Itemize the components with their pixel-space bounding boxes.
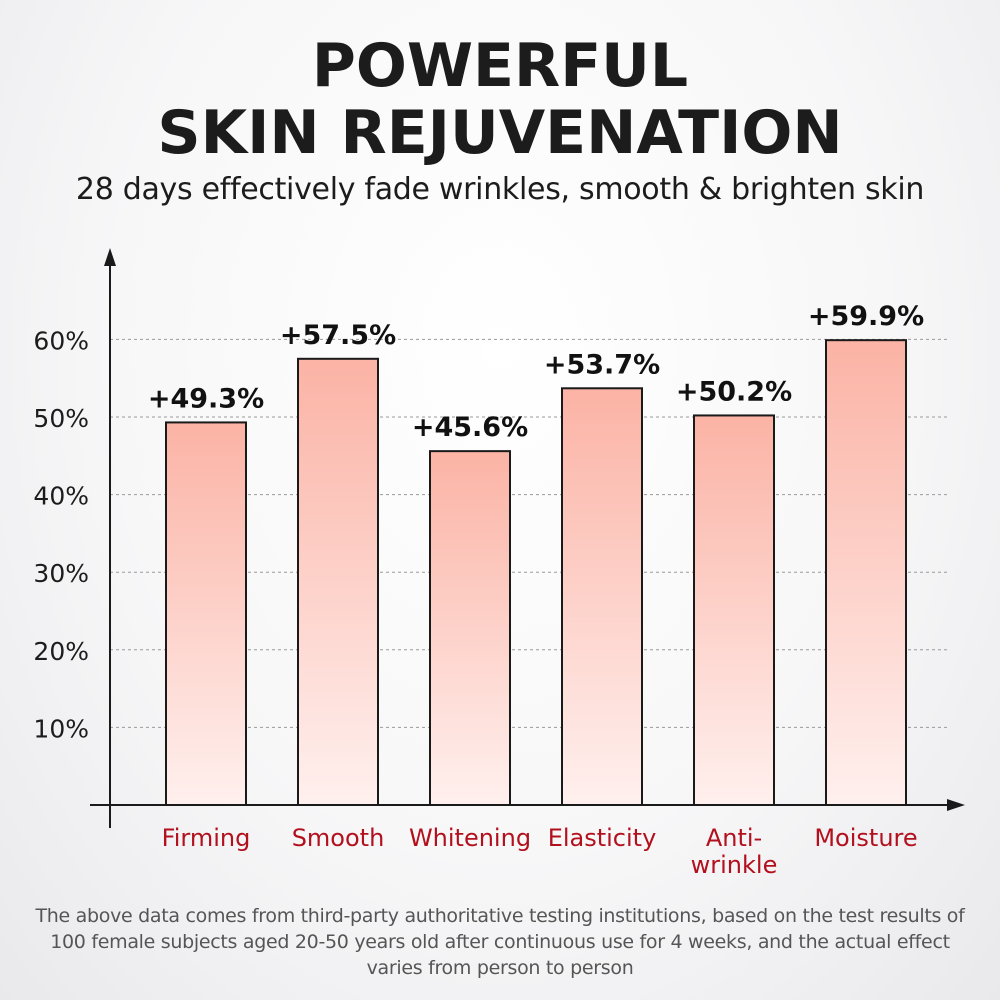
data-label: +53.7% [544,349,660,380]
footnote: The above data comes from third-party au… [35,905,965,979]
category-label: Anti-wrinkle [691,824,778,879]
y-tick-label: 20% [33,637,89,666]
data-label: +57.5% [280,320,396,351]
page-subtitle: 28 days effectively fade wrinkles, smoot… [75,172,925,207]
category-label: Whitening [409,824,531,852]
bar [165,421,247,806]
category-label-line: Firming [162,824,251,852]
category-label: Moisture [814,824,917,852]
category-label: Elasticity [548,824,657,852]
category-label-line: wrinkle [691,851,778,879]
y-tick-label: 30% [33,559,89,588]
bar [825,339,907,806]
y-tick-label: 60% [33,326,89,355]
category-label-line: Moisture [814,824,917,852]
data-label: +45.6% [412,412,528,443]
y-axis-arrow [104,248,116,266]
data-label: +50.2% [676,376,792,407]
category-label-line: Elasticity [548,824,657,852]
x-axis-arrow [947,799,965,811]
page-title-line-1: POWERFUL [311,31,689,101]
bar [429,450,511,806]
category-label-line: Anti- [706,824,762,852]
category-label: Firming [162,824,251,852]
data-label: +49.3% [148,383,264,414]
y-tick-label: 50% [33,404,89,433]
bar [297,357,379,806]
category-label-line: Smooth [292,824,385,852]
y-tick-label: 40% [33,482,89,511]
category-label: Smooth [292,824,385,852]
data-label: +59.9% [808,301,924,332]
category-label-line: Whitening [409,824,531,852]
bar [561,387,643,806]
page-title-line-2: SKIN REJUVENATION [157,98,843,168]
y-tick-label: 10% [33,714,89,743]
bar [693,414,775,806]
